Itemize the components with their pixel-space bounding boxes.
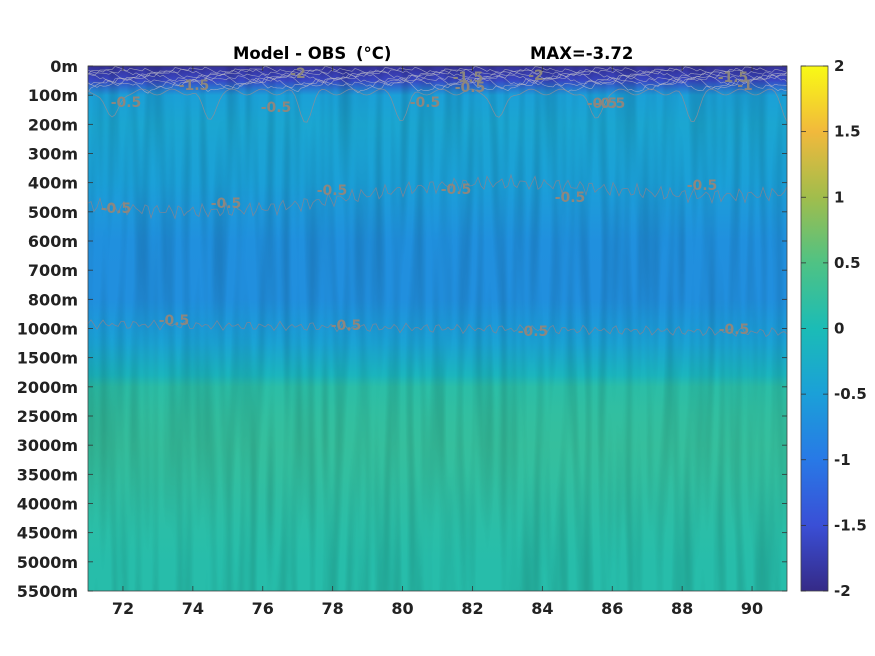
contour-label: -0.5 bbox=[595, 96, 626, 112]
colorbar-tick-label: 1 bbox=[834, 188, 844, 206]
contour-label: -0.5 bbox=[441, 182, 472, 198]
x-tick-label: 72 bbox=[112, 599, 134, 618]
contour-label: -0.5 bbox=[101, 201, 132, 217]
y-tick-label: 4000m bbox=[17, 495, 78, 514]
contour-label: -0.5 bbox=[455, 80, 486, 96]
colorbar-tick-label: 1.5 bbox=[834, 123, 861, 141]
x-tick-label: 78 bbox=[322, 599, 344, 618]
y-tick-label: 400m bbox=[28, 174, 78, 193]
y-tick-label: 2000m bbox=[17, 378, 78, 397]
contour-label: -0.5 bbox=[687, 178, 718, 194]
y-tick-label: 200m bbox=[28, 115, 78, 134]
x-tick-label: 76 bbox=[252, 599, 274, 618]
contour-label: -0.5 bbox=[261, 100, 292, 116]
colorbar-tick-label: -2 bbox=[834, 582, 851, 600]
contour-label: -0.5 bbox=[317, 183, 348, 199]
x-tick-label: 88 bbox=[671, 599, 693, 618]
y-tick-label: 300m bbox=[28, 145, 78, 164]
contour-line-surface bbox=[88, 76, 787, 91]
contour-labels: -1.5-2-0.5 -0.5 -0.5 -0.5-1.5 -2-0.5-1.5-1-0… bbox=[101, 66, 753, 340]
title-main: Model - OBS bbox=[233, 44, 346, 63]
contour-line-surface bbox=[88, 66, 787, 75]
colorbar-ticks: 2 1.5 1 0.5 0 -0.5 -1 -1.5 -2 bbox=[801, 57, 867, 600]
contour-label: -0.5 bbox=[555, 190, 586, 206]
contour-label: -2 bbox=[528, 68, 544, 84]
y-tick-label: 4500m bbox=[17, 524, 78, 543]
colorbar-tick-label: 0 bbox=[834, 320, 844, 338]
colorbar-tick-label: 0.5 bbox=[834, 254, 861, 272]
x-tick-label: 80 bbox=[391, 599, 413, 618]
contour-line-surface bbox=[88, 69, 787, 81]
colorbar: 2 1.5 1 0.5 0 -0.5 -1 -1.5 -2 bbox=[800, 57, 867, 600]
y-tick-label: 100m bbox=[28, 86, 78, 105]
contour-lines bbox=[88, 66, 787, 338]
y-tick-label: 5500m bbox=[17, 582, 78, 601]
y-tick-label: 5000m bbox=[17, 553, 78, 572]
contour-label: -1 bbox=[737, 78, 753, 94]
contour-label: -0.5 bbox=[159, 313, 190, 329]
y-tick-label: 3000m bbox=[17, 436, 78, 455]
contour-line-mid bbox=[88, 173, 787, 220]
contour-label: -1.5 bbox=[453, 70, 484, 86]
contour-label: -0.5 bbox=[331, 318, 362, 334]
x-tick-label: 82 bbox=[461, 599, 483, 618]
contour-label: -1.5 bbox=[718, 70, 749, 86]
contour-label: -0.5 bbox=[587, 96, 618, 112]
contour-line-deep bbox=[88, 319, 787, 338]
contour-line-surface bbox=[88, 77, 787, 94]
y-tick-label: 500m bbox=[28, 203, 78, 222]
chart-title: Model - OBS (°C) MAX=-3.72 bbox=[233, 44, 633, 63]
y-tick-label: 2500m bbox=[17, 407, 78, 426]
colorbar-tick-label: -0.5 bbox=[834, 385, 867, 403]
x-tick-label: 86 bbox=[601, 599, 623, 618]
x-tick-label: 90 bbox=[741, 599, 763, 618]
y-tick-label: 1000m bbox=[17, 320, 78, 339]
chart-title-text: Model - OBS (°C) bbox=[233, 44, 391, 63]
x-tick-label: 74 bbox=[182, 599, 204, 618]
contour-line-upper bbox=[88, 88, 787, 123]
contour-label: -0.5 bbox=[518, 324, 549, 340]
y-tick-label: 800m bbox=[28, 290, 78, 309]
contour-label: -1.5 bbox=[179, 78, 210, 94]
y-tick-label: 3500m bbox=[17, 465, 78, 484]
y-tick-label: 700m bbox=[28, 261, 78, 280]
max-label: MAX=-3.72 bbox=[530, 44, 633, 63]
plot-area: -1.5-2-0.5 -0.5 -0.5 -0.5-1.5 -2-0.5-1.5-1-0… bbox=[87, 65, 788, 592]
contour-label: -0.5 bbox=[719, 322, 750, 338]
x-tick-label: 84 bbox=[531, 599, 553, 618]
title-unit: (°C) bbox=[356, 44, 391, 63]
contour-label: -0.5 bbox=[410, 95, 441, 111]
colorbar-tick-label: -1 bbox=[834, 451, 851, 469]
colorbar-tick-label: 2 bbox=[834, 57, 844, 75]
x-axis: 72 74 76 78 80 82 84 86 88 90 bbox=[112, 66, 763, 618]
heatmap-texture bbox=[88, 66, 787, 591]
y-tick-label: 600m bbox=[28, 232, 78, 251]
y-axis: 0m 100m 200m 300m 400m 500m 600m 700m 800m 1000m 1… bbox=[17, 57, 787, 601]
contour-label: -0.5 bbox=[111, 95, 142, 111]
contour-line-surface bbox=[88, 73, 787, 87]
contour-label: -0.5 bbox=[211, 196, 242, 212]
y-tick-label: 1500m bbox=[17, 349, 78, 368]
y-tick-label: 0m bbox=[50, 57, 78, 76]
colorbar-tick-label: -1.5 bbox=[834, 516, 867, 534]
contour-label: -2 bbox=[290, 66, 306, 82]
